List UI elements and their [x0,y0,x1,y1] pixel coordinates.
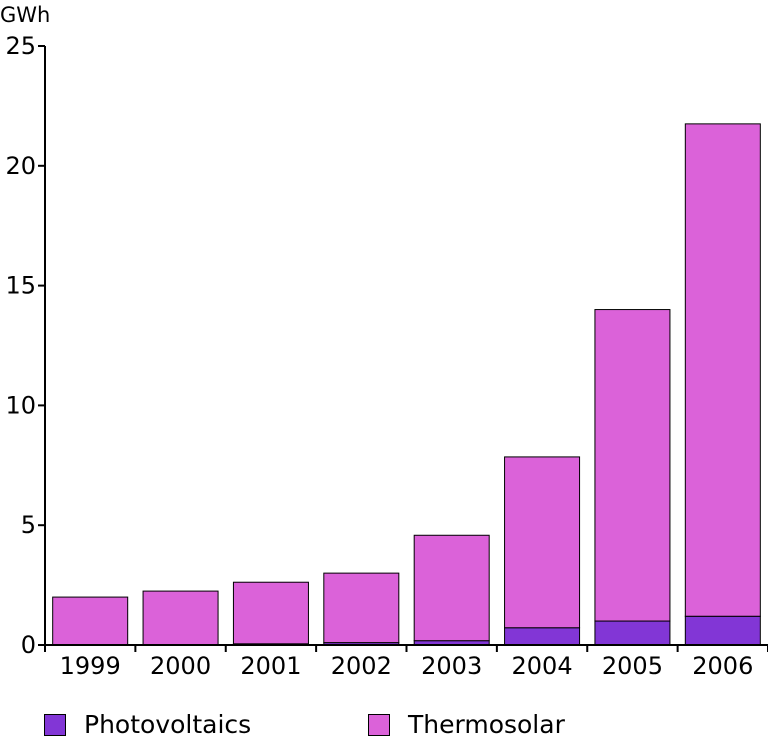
bar-thermosolar-2002 [323,572,400,644]
x-tick-label-2005: 2005 [602,652,663,680]
x-tick-label-2001: 2001 [240,652,301,680]
bar-thermosolar-2003 [413,534,490,642]
y-tick-label-15: 15 [5,272,36,300]
x-tick-label-2000: 2000 [150,652,211,680]
legend-label-thermosolar: Thermosolar [408,710,565,739]
bar-photovoltaics-2006 [684,615,761,646]
y-tick-label-10: 10 [5,391,36,419]
bar-photovoltaics-2005 [594,620,671,646]
bar-thermosolar-2006 [684,123,761,617]
bar-thermosolar-2004 [504,456,581,629]
y-tick-label-0: 0 [21,631,36,659]
x-tick-label-2002: 2002 [331,652,392,680]
axes-group: 0 5 10 15 20 25 1999 2000 2001 2002 2003 2004 2005 20… [5,32,768,680]
y-tick-label-20: 20 [5,152,36,180]
bar-thermosolar-2000 [142,590,219,646]
bar-photovoltaics-2004 [504,627,581,646]
bar-thermosolar-2001 [232,581,309,645]
x-tick-label-2003: 2003 [421,652,482,680]
bars-group [52,123,761,646]
bar-thermosolar-1999 [52,596,129,646]
x-tick-label-1999: 1999 [60,652,121,680]
legend-swatch-thermosolar [368,714,390,736]
legend: Photovoltaics Thermosolar [0,700,768,741]
x-tick-label-2006: 2006 [692,652,753,680]
bar-thermosolar-2005 [594,309,671,622]
y-tick-label-5: 5 [21,511,36,539]
y-axis-label: GWh [0,3,50,27]
x-tick-label-2004: 2004 [512,652,573,680]
legend-swatch-photovoltaics [44,714,66,736]
legend-label-photovoltaics: Photovoltaics [84,710,252,739]
stacked-bar-chart: GWh 0 5 10 15 20 25 1999 2000 2001 2002 2003 2004 20… [0,3,768,680]
legend-item-thermosolar: Thermosolar [368,710,565,740]
y-tick-label-25: 25 [5,32,36,60]
legend-item-photovoltaics: Photovoltaics [44,710,251,740]
